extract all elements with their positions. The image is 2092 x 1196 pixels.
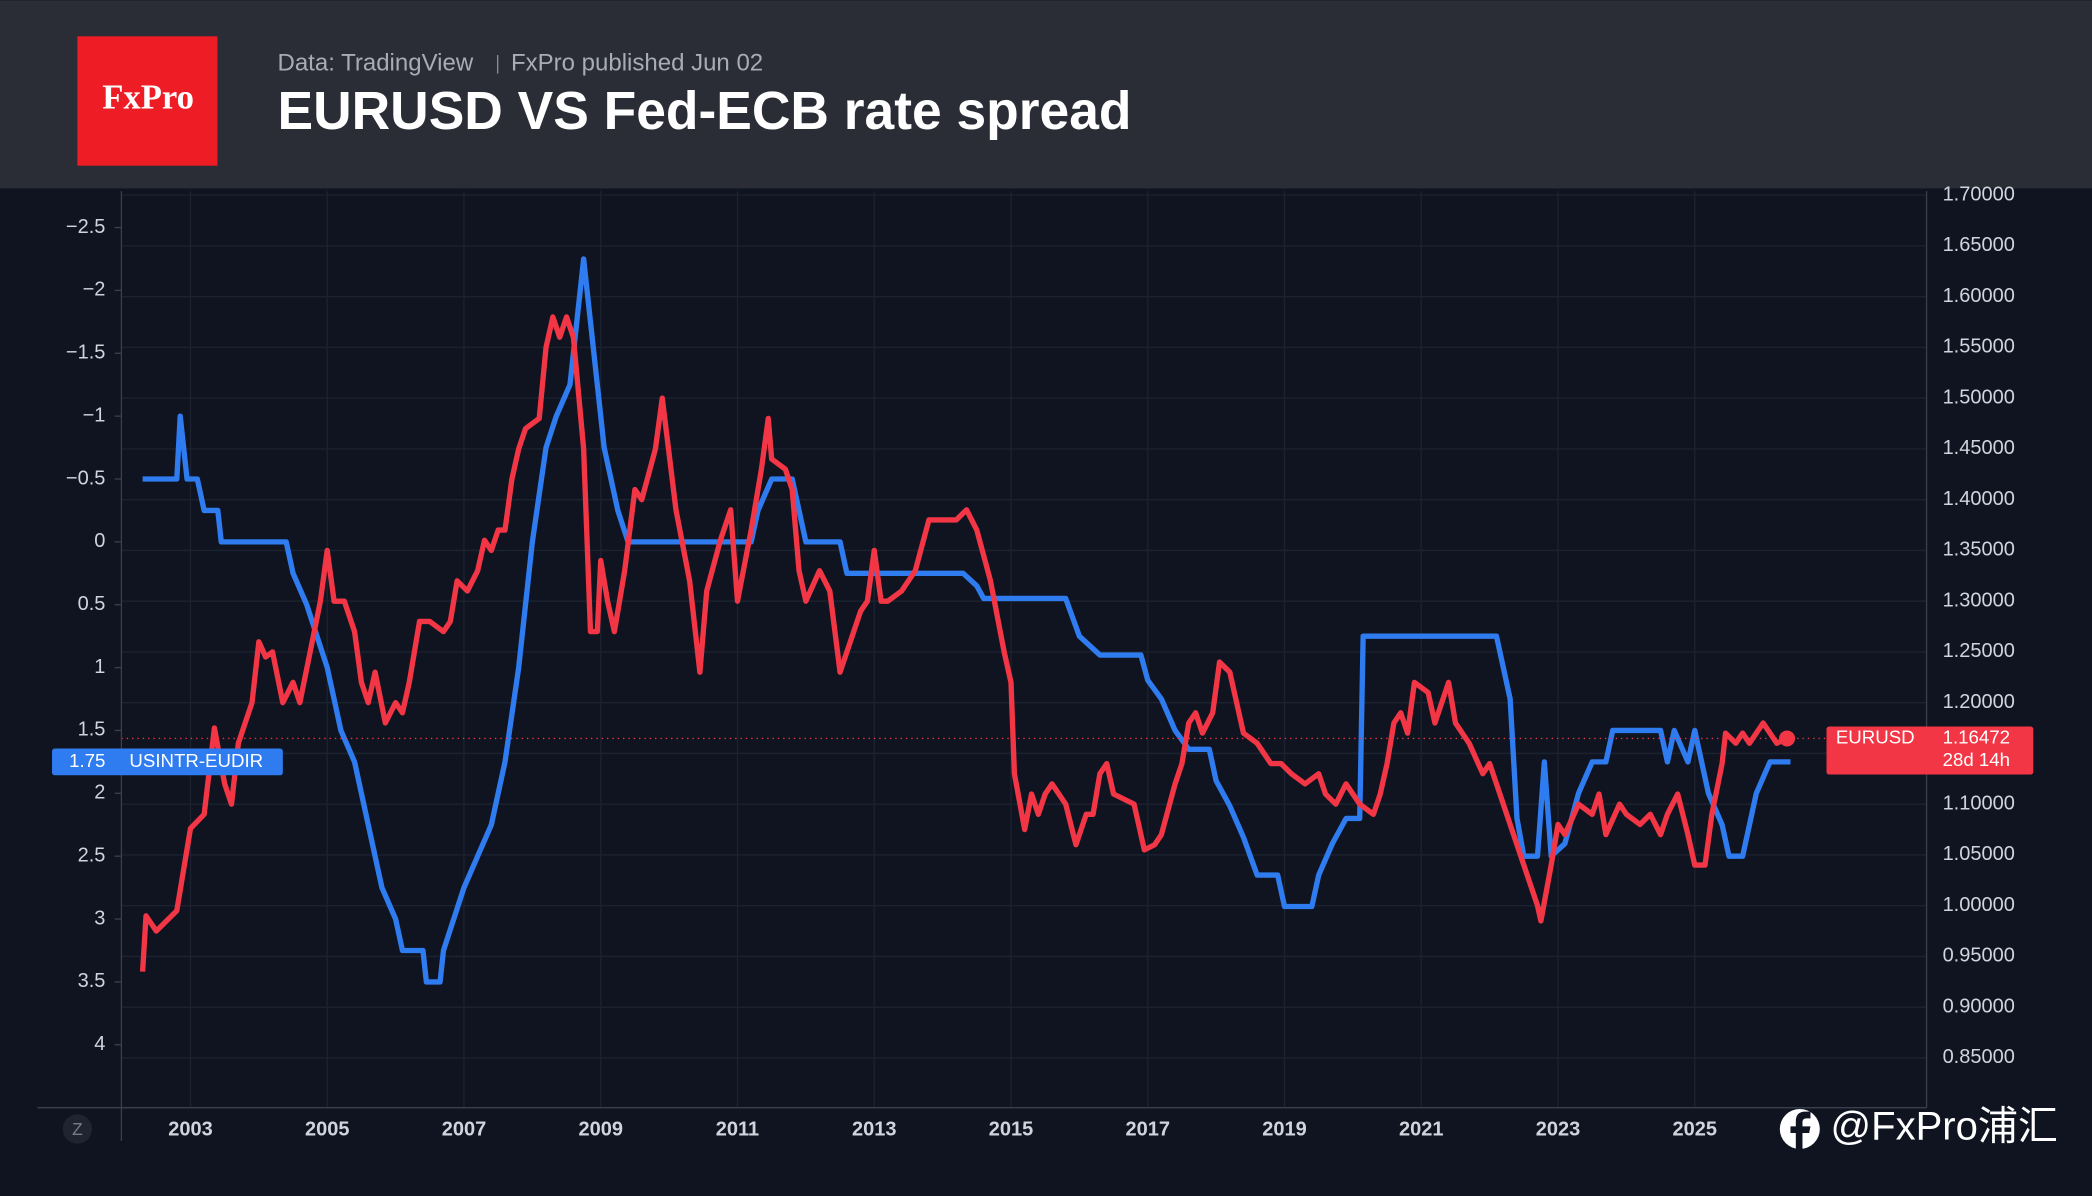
y2-tick-label: 1.00000: [1943, 894, 2015, 916]
series-tag: [52, 748, 283, 776]
y2-tick-label: 1.20000: [1943, 691, 2015, 713]
y2-tick-label: 0.95000: [1943, 945, 2015, 967]
plot: [121, 256, 1927, 985]
y-tick-label: 0.5: [78, 593, 106, 615]
y-tick-label: 4: [94, 1033, 105, 1055]
x-tick-label: 2015: [989, 1119, 1033, 1141]
y2-tick-label: 1.45000: [1943, 437, 2015, 459]
source: Data: TradingView: [278, 50, 474, 77]
y2-tick-label: 1.05000: [1943, 843, 2015, 865]
series-tag-name: USINTR-EUDIR: [129, 750, 263, 771]
y2-tick-label: 1.50000: [1943, 386, 2015, 408]
line-series: [139, 314, 1789, 972]
x-tick-label: 2021: [1399, 1119, 1444, 1141]
x-tick-label: 2023: [1536, 1119, 1581, 1141]
y-tick-label: 2.5: [78, 844, 106, 866]
x-tick-label: 2011: [716, 1119, 759, 1141]
y2-tick-label: 1.10000: [1943, 792, 2015, 814]
y-tick-label: 1.5: [78, 719, 106, 741]
y-tick-label: −1: [83, 404, 106, 426]
labels: 2003 2005 2007 2009 2011 2013 2015 2017 2019 2021…: [52, 183, 2034, 1141]
y2-tick-label: 1.65000: [1943, 234, 2015, 256]
y2-tick-label: 0.90000: [1943, 995, 2015, 1017]
y-tick-label: 1: [94, 656, 105, 678]
grid: [121, 191, 1927, 1108]
series-tag-value: 1.16472: [1943, 726, 2010, 747]
y2-tick-label: 1.55000: [1943, 336, 2015, 358]
y-tick-label: 3.5: [78, 970, 106, 992]
y-tick-label: −2: [83, 279, 106, 301]
x-tick-label: 2017: [1125, 1119, 1170, 1141]
y-tick-label: −1.5: [66, 342, 105, 364]
y2-tick-label: 0.85000: [1943, 1046, 2015, 1068]
x-tick-label: 2013: [852, 1119, 896, 1141]
x-tick-label: 2025: [1673, 1119, 1718, 1141]
logo: FxPro: [102, 77, 194, 116]
chart-title: EURUSD VS Fed-ECB rate spread: [278, 82, 1132, 141]
watermark-icon: [1779, 1108, 1820, 1151]
y2-tick-label: 1.70000: [1943, 183, 2015, 205]
zoom-button[interactable]: [62, 1114, 93, 1144]
y-tick-label: 3: [94, 907, 105, 929]
y-tick-label: 2: [94, 782, 105, 804]
y2-tick-label: 1.40000: [1943, 488, 2015, 510]
published: FxPro published Jun 02: [511, 50, 763, 77]
y-tick-label: −2.5: [66, 216, 105, 238]
x-tick-label: 2003: [168, 1119, 213, 1141]
y2-tick-label: 1.60000: [1943, 285, 2015, 307]
logo-box: [77, 36, 218, 166]
y2-tick-label: 1.30000: [1943, 589, 2015, 611]
x-tick-label: 2019: [1262, 1119, 1307, 1141]
zoom-button-label[interactable]: Z: [72, 1119, 83, 1139]
y-tick-label: 0: [94, 530, 105, 552]
last-point: [1779, 730, 1796, 747]
series-tag-value: 1.75: [69, 750, 105, 771]
watermark: @FxPro浦汇: [1831, 1105, 2058, 1149]
header-bar: [0, 0, 2092, 189]
x-tick-label: 2007: [442, 1119, 487, 1141]
x-tick-label: 2009: [578, 1119, 623, 1141]
series-tag: [1826, 726, 2034, 775]
y2-tick-label: 1.35000: [1943, 539, 2015, 561]
line-series: [142, 256, 1791, 985]
countdown: 28d 14h: [1943, 749, 2010, 770]
x-tick-label: 2005: [305, 1119, 350, 1141]
series-tag-name: EURUSD: [1836, 726, 1915, 747]
y2-tick-label: 1.25000: [1943, 640, 2015, 662]
y-tick-label: −0.5: [66, 467, 105, 489]
